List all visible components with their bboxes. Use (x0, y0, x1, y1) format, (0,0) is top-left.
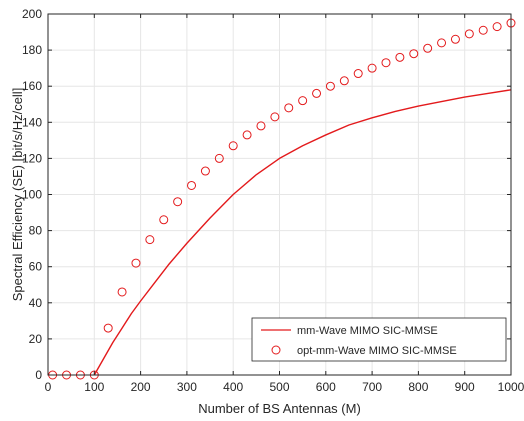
data-point-marker (325, 81, 335, 91)
y-tick-label: 120 (22, 151, 42, 165)
data-point-marker (395, 52, 405, 62)
y-tick-label: 180 (22, 43, 42, 57)
data-point-marker (284, 103, 294, 113)
data-point-marker (200, 166, 210, 176)
legend-box (251, 317, 507, 362)
data-point-marker (492, 22, 502, 32)
y-tick-label: 0 (35, 368, 42, 382)
x-tick-label: 200 (131, 380, 151, 394)
y-tick-label: 160 (22, 79, 42, 93)
x-tick-label: 400 (223, 380, 243, 394)
x-tick-label: 1000 (498, 380, 524, 394)
data-point-marker (464, 29, 474, 39)
data-point-marker (131, 258, 141, 268)
x-tick-label: 800 (408, 380, 428, 394)
legend: mm-Wave MIMO SIC-MMSE opt-mm-Wave MIMO S… (251, 317, 507, 362)
y-tick-label: 20 (29, 332, 43, 346)
y-tick-label: 60 (29, 260, 43, 274)
x-tick-label: 900 (455, 380, 475, 394)
data-point-marker (187, 180, 197, 190)
x-tick-label: 300 (177, 380, 197, 394)
x-tick-label: 500 (269, 380, 289, 394)
legend-marker-swatch (271, 345, 281, 355)
y-tick-label: 200 (22, 7, 42, 21)
legend-label-marker-series: opt-mm-Wave MIMO SIC-MMSE (297, 345, 457, 357)
x-tick-label: 0 (45, 380, 52, 394)
data-point-marker (256, 121, 266, 131)
axis-ticks: 0 100 200 300 400 500 600 700 800 900 1000 0 20 40 60 8… (22, 7, 524, 394)
data-point-marker (312, 88, 322, 98)
y-tick-label: 80 (29, 224, 43, 238)
series-line (93, 89, 512, 376)
legend-label-line-series: mm-Wave MIMO SIC-MMSE (297, 325, 438, 337)
data-point-marker (450, 34, 460, 44)
x-tick-label: 600 (316, 380, 336, 394)
data-point-marker (242, 130, 252, 140)
data-point-marker (117, 287, 127, 297)
y-tick-label: 140 (22, 115, 42, 129)
data-point-marker (173, 197, 183, 207)
data-point-marker (298, 96, 308, 106)
x-tick-label: 700 (362, 380, 382, 394)
data-point-marker (478, 25, 488, 35)
data-point-marker (437, 38, 447, 48)
data-point-marker (159, 215, 169, 225)
data-point-marker (270, 112, 280, 122)
data-point-marker (103, 323, 113, 333)
x-tick-label: 100 (84, 380, 104, 394)
y-tick-label: 100 (22, 188, 42, 202)
plot-area-marks (48, 18, 516, 380)
data-point-marker (367, 63, 377, 73)
data-point-marker (409, 49, 419, 59)
y-axis-title: Spectral Efficiency (SE) [bit/s/Hz/cell] (10, 88, 25, 302)
data-point-marker (381, 58, 391, 68)
x-axis-title: Number of BS Antennas (M) (198, 401, 361, 416)
data-point-marker (423, 43, 433, 53)
data-point-marker (214, 153, 224, 163)
data-point-marker (228, 141, 238, 151)
data-point-marker (145, 235, 155, 245)
y-tick-label: 40 (29, 296, 43, 310)
data-point-marker (339, 76, 349, 86)
data-point-marker (353, 69, 363, 79)
